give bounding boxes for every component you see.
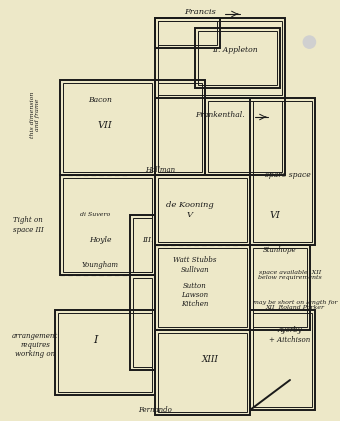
Text: space available  XII
below requirements: space available XII below requirements [258,269,322,280]
Bar [250,98,315,245]
Bar [253,248,307,327]
Bar [208,101,282,172]
Bar [60,175,155,275]
Bar [133,218,152,272]
Text: Tight on
space III: Tight on space III [13,216,44,234]
Text: spare space: spare space [265,171,311,179]
Bar [250,245,310,330]
Text: Frankenthal.: Frankenthal. [195,111,245,119]
Text: VII: VII [98,120,113,130]
Text: Youngham: Youngham [82,261,119,269]
Text: VI: VI [270,210,280,219]
Text: Ayerby
+ Aitchison: Ayerby + Aitchison [269,326,311,344]
Bar [155,18,220,48]
Text: may be short on length for
XII  Roland Parker: may be short on length for XII Roland Pa… [253,300,337,310]
Text: arrangement
requires
working on: arrangement requires working on [12,332,58,358]
Text: Fernando: Fernando [138,406,172,414]
Bar [253,313,312,407]
Bar [158,178,247,242]
Bar [205,98,285,175]
Text: Bacon: Bacon [88,96,112,104]
Bar [130,275,155,370]
Bar [155,175,250,245]
Bar [130,215,155,275]
Text: I: I [93,335,97,345]
Bar [155,245,250,330]
Bar [155,80,205,175]
Text: di Suvero: di Suvero [80,213,110,218]
Text: Hoyle: Hoyle [89,236,111,244]
Bar [55,310,155,395]
Bar [63,83,152,172]
Text: Francis: Francis [184,8,216,16]
Bar [158,21,217,45]
Bar [58,313,152,392]
Bar [158,248,247,327]
Text: Sutton
Lawson
Kitchen: Sutton Lawson Kitchen [181,282,209,308]
Bar [253,101,312,242]
Bar [250,310,315,410]
Bar [158,333,247,412]
Text: Hollman: Hollman [145,166,175,174]
Text: de Kooning
V: de Kooning V [166,201,214,218]
Bar [195,28,280,88]
Bar [155,18,285,98]
Bar [158,21,282,95]
Bar [133,278,152,367]
Text: II. Appleton: II. Appleton [212,46,258,54]
Bar [158,83,202,172]
Bar [155,330,250,415]
Circle shape [303,36,316,48]
Bar [63,178,152,272]
Bar [198,31,277,85]
Text: III.: III. [142,236,154,244]
Text: Watt Stubbs
Sullivan: Watt Stubbs Sullivan [173,256,217,274]
Text: this dimension
and frame: this dimension and frame [30,92,40,138]
Text: XIII: XIII [202,355,218,365]
Text: Stanhope: Stanhope [263,246,297,254]
Bar [60,80,155,175]
